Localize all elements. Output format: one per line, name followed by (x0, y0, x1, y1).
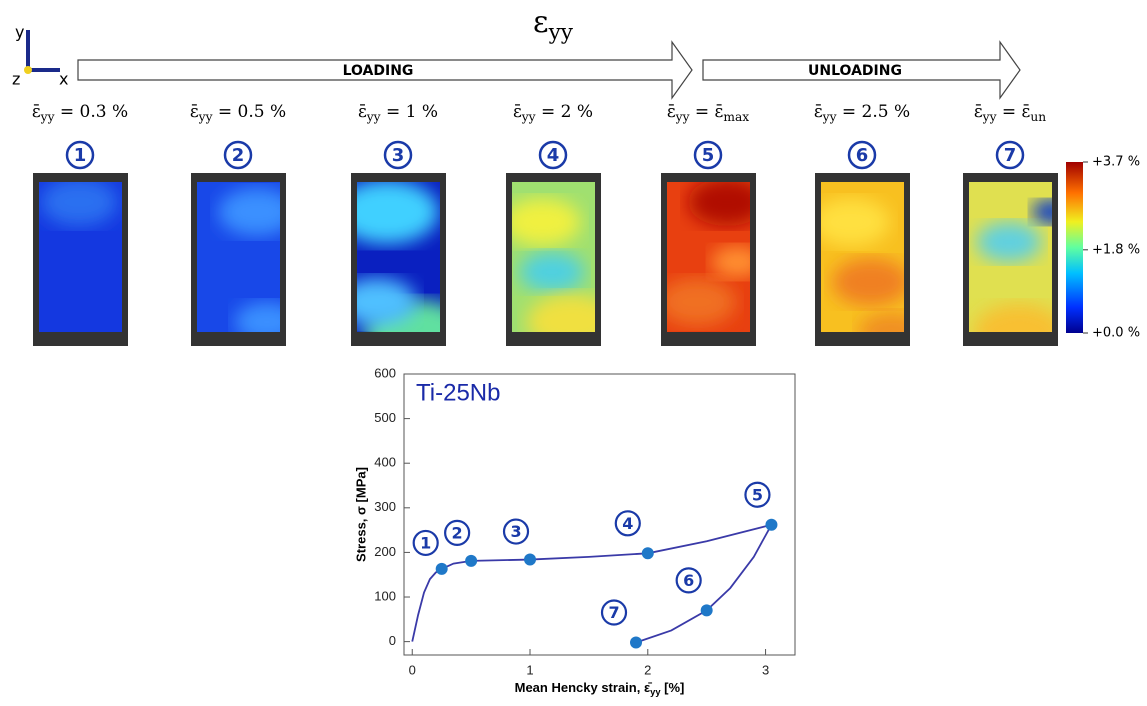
point (436, 563, 448, 575)
map-blob (520, 252, 585, 292)
point (765, 519, 777, 531)
y-tick-label: 400 (374, 455, 396, 470)
y-tick-label: 600 (374, 365, 396, 380)
strain-map (658, 178, 766, 332)
rich-text: ε̄yy = 2 % (513, 102, 593, 124)
text-part: ε̄ (32, 102, 41, 122)
subscript: yy (982, 110, 997, 124)
text-part: = 0.3 % (54, 102, 128, 122)
rich-text: ε̄yy = 0.3 % (32, 102, 128, 124)
panel-number: 1 (74, 145, 87, 166)
text-part: ε (533, 5, 549, 40)
map-blob (40, 178, 118, 226)
text-part: Mean Hencky strain, ε̄ (515, 680, 652, 695)
arrow-label: LOADING (343, 63, 414, 79)
strain-map (39, 178, 122, 332)
axis-z: z (12, 70, 20, 89)
x-tick-label: 0 (409, 662, 416, 677)
text-part: ε̄ (513, 102, 522, 122)
map-blob (658, 278, 736, 326)
map-blob (977, 222, 1042, 262)
colorbar-label: +1.8 % (1092, 242, 1140, 257)
subscript: yy (40, 110, 55, 124)
subscript: yy (198, 110, 213, 124)
rich-text: εyy (533, 5, 574, 45)
colorbar-label: +0.0 % (1092, 326, 1140, 341)
rich-text: ε̄yy = 0.5 % (190, 102, 286, 124)
axes-icon: y z x (12, 23, 68, 89)
colorbar-label: +3.7 % (1092, 155, 1140, 170)
text-part: ε̄ (358, 102, 367, 122)
map-blob (974, 304, 1065, 360)
point (465, 555, 477, 567)
map-inner (39, 178, 122, 332)
point-label: 4 (622, 514, 633, 533)
y-tick-label: 300 (374, 499, 396, 514)
point-label: 2 (452, 523, 463, 542)
plot-frame (404, 374, 795, 655)
text-part: = ε̄ (689, 102, 723, 122)
panel-number: 4 (547, 145, 560, 166)
point-label: 7 (608, 603, 619, 622)
text-part: ε̄ (667, 102, 676, 122)
y-tick-label: 500 (374, 410, 396, 425)
x-tick-label: 3 (762, 662, 769, 677)
y-tick-label: 100 (374, 588, 396, 603)
point-label: 1 (420, 533, 431, 552)
axis-y: y (15, 23, 24, 42)
point-label: 5 (752, 485, 763, 504)
text-part: = 2.5 % (836, 102, 910, 122)
subscript: un (1030, 110, 1046, 124)
point-label: 6 (683, 571, 694, 590)
panel-number: 2 (232, 145, 245, 166)
map-blob (812, 198, 890, 246)
subscript: yy (548, 20, 574, 45)
text-part: = 2 % (536, 102, 593, 122)
point (701, 604, 713, 616)
rich-text: Mean Hencky strain, ε̄yy [%] (515, 680, 685, 697)
colorbar (1066, 162, 1083, 333)
panel-number: 3 (392, 145, 405, 166)
rich-text: ε̄yy = 1 % (358, 102, 438, 124)
y-tick-label: 0 (389, 633, 396, 648)
subscript: yy (521, 110, 536, 124)
annotation: Ti-25Nb (416, 379, 500, 406)
map-blob (335, 180, 439, 244)
text-part: = 1 % (381, 102, 438, 122)
map-blob (832, 258, 910, 306)
text-part: ε̄ (190, 102, 199, 122)
y-tick-label: 200 (374, 544, 396, 559)
text-part: ε̄ (814, 102, 823, 122)
map-blob (503, 198, 581, 246)
point (642, 547, 654, 559)
panel-number: 6 (856, 145, 869, 166)
figure: y z x LOADING UNLOADING εyyε̄yy = 0.3 %1… (0, 0, 1147, 706)
text-part: = 0.5 % (212, 102, 286, 122)
rich-text: ε̄yy = ε̄un (974, 102, 1046, 124)
subscript: yy (822, 110, 837, 124)
point (524, 554, 536, 566)
subscript: max (723, 110, 749, 124)
text-part: [%] (661, 680, 685, 695)
point (630, 637, 642, 649)
rich-text: ε̄yy = 2.5 % (814, 102, 910, 124)
map-inner (658, 178, 766, 332)
rich-text: ε̄yy = ε̄max (667, 102, 749, 124)
axis-x: x (59, 70, 68, 89)
x-tick-label: 1 (526, 662, 533, 677)
map-blob (338, 278, 416, 326)
panel-number: 7 (1004, 145, 1017, 166)
subscript: yy (366, 110, 381, 124)
text-part: ε̄ (974, 102, 983, 122)
arrow-label: UNLOADING (808, 63, 902, 79)
map-blob (1032, 200, 1071, 224)
subscript: yy (675, 110, 690, 124)
point-label: 3 (510, 522, 521, 541)
y-axis-label: Stress, σ [MPa] (353, 467, 368, 562)
panel-number: 5 (702, 145, 715, 166)
x-tick-label: 2 (644, 662, 651, 677)
text-part: = ε̄ (997, 102, 1031, 122)
